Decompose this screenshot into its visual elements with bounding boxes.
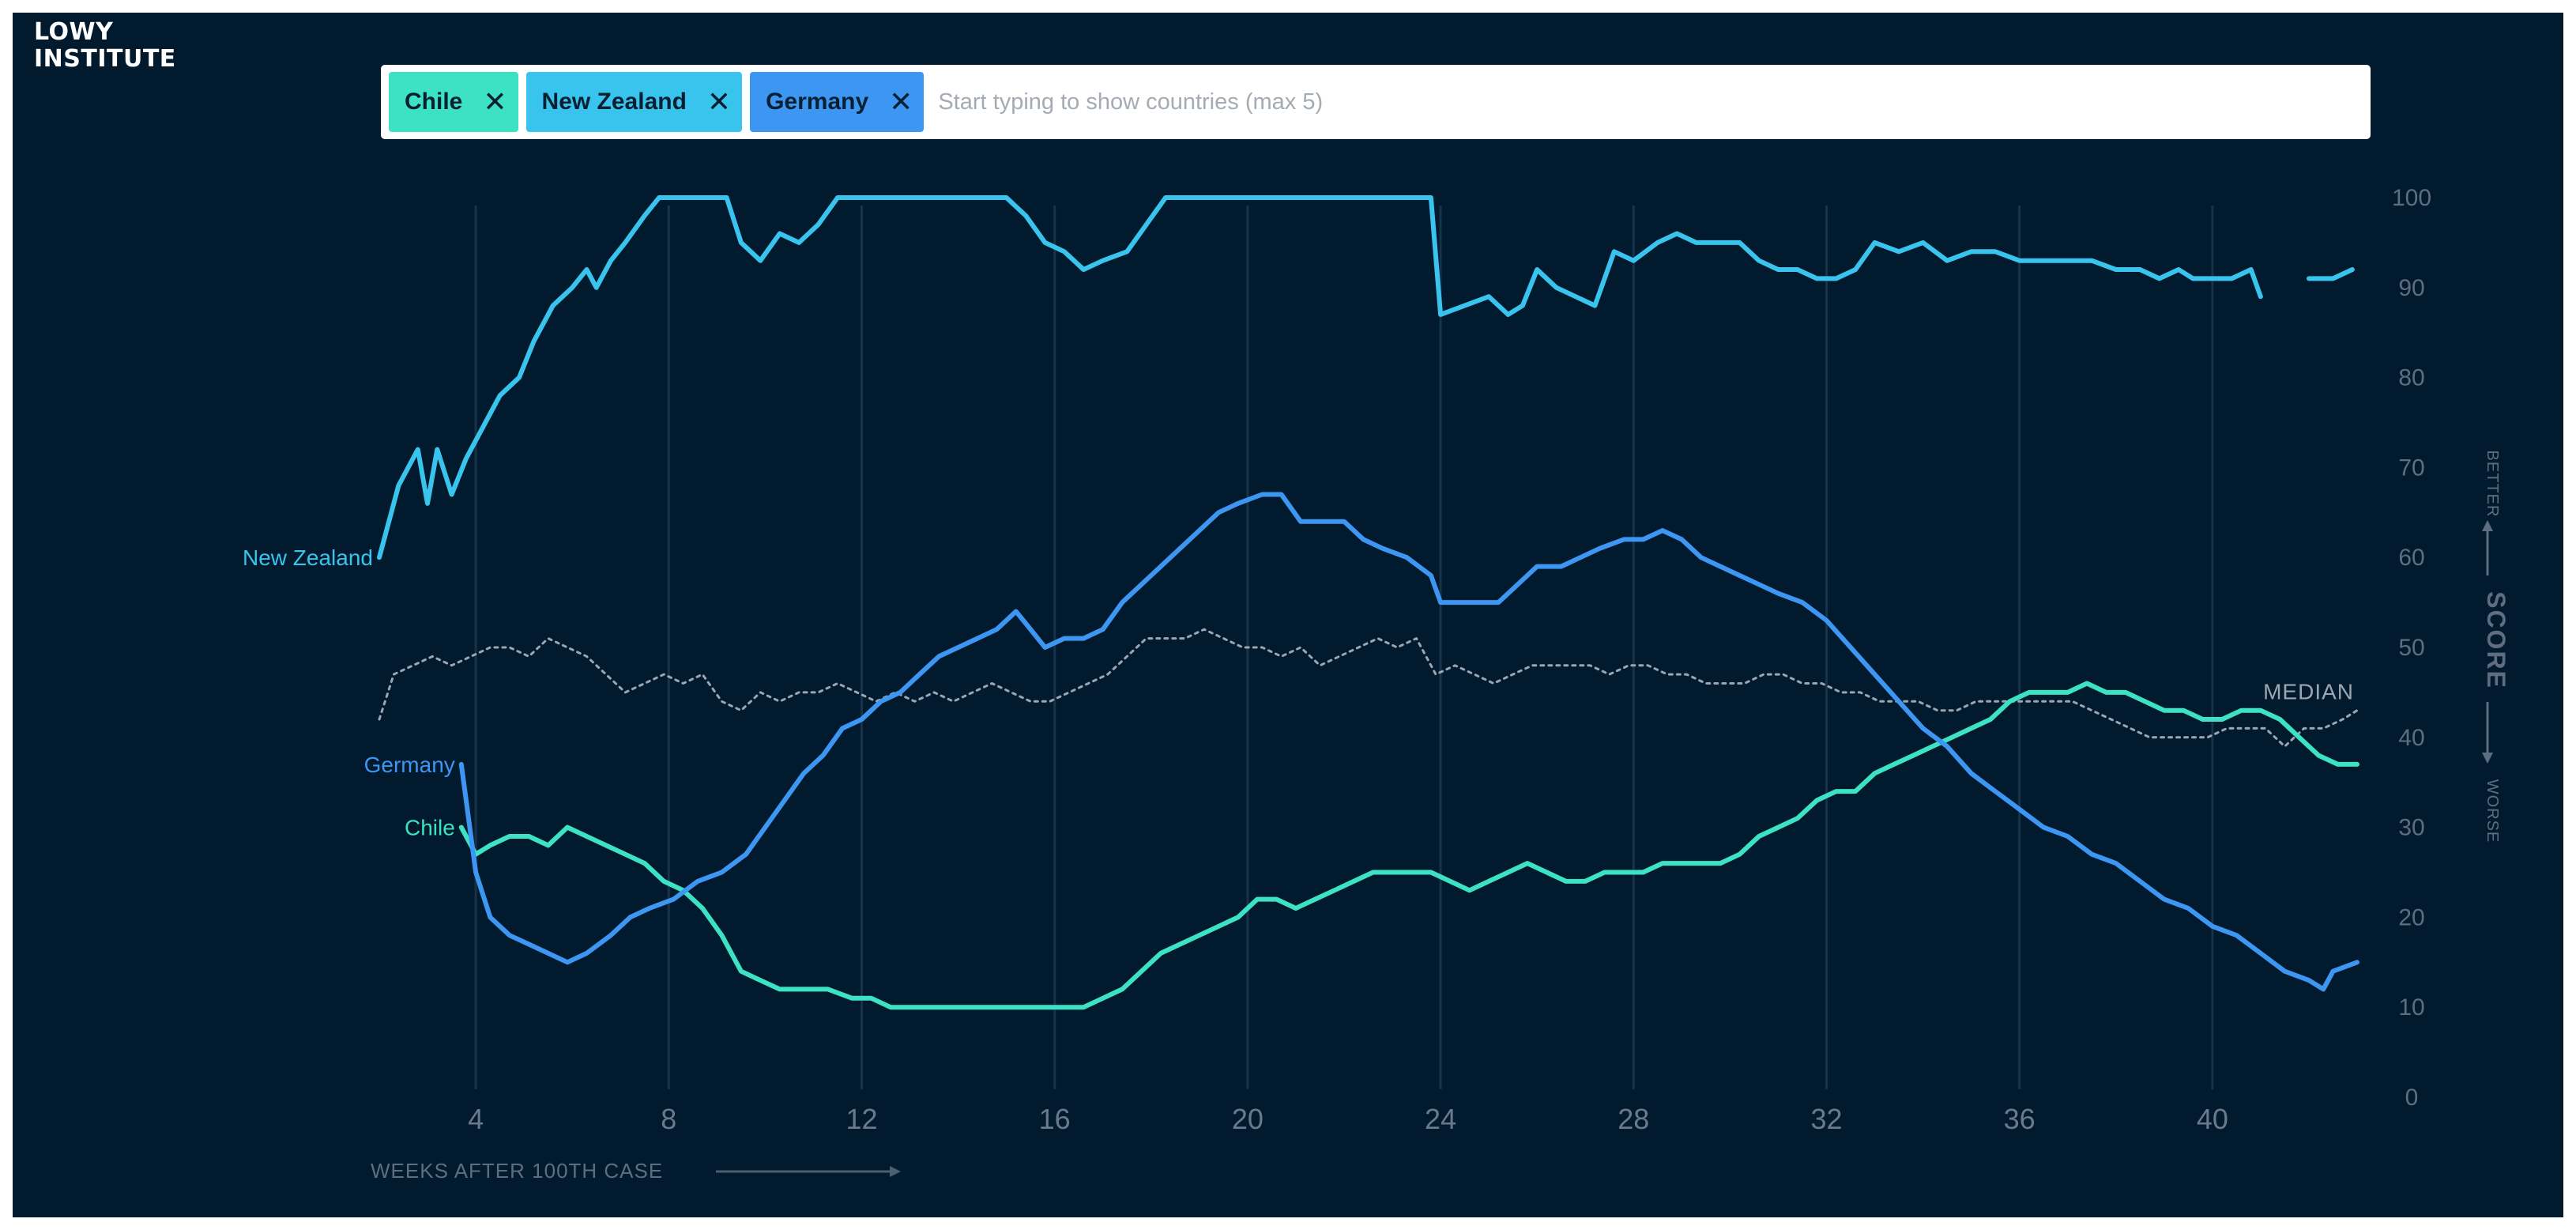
y-tick-label: 40 — [2398, 725, 2424, 751]
x-tick-label: 8 — [661, 1103, 676, 1135]
chip-chile[interactable]: Chile ✕ — [389, 72, 518, 132]
country-search-input[interactable] — [936, 74, 2371, 130]
arrow-right-icon — [890, 1166, 901, 1177]
lowy-institute-logo: LOWY INSTITUTE — [34, 19, 176, 73]
series-line-germany — [458, 492, 2359, 992]
x-tick-label: 40 — [2197, 1103, 2228, 1135]
chip-label: Chile — [405, 89, 463, 115]
close-icon[interactable]: ✕ — [483, 85, 507, 118]
y-tick-label: 30 — [2398, 815, 2424, 841]
y-tick-label: 20 — [2398, 904, 2424, 930]
chip-label: Germany — [766, 89, 869, 115]
x-tick-label: 4 — [468, 1103, 484, 1135]
series-label-chile: Chile — [405, 816, 455, 840]
x-tick-label: 16 — [1039, 1103, 1071, 1135]
x-tick-label: 12 — [845, 1103, 877, 1135]
y-tick-label: 80 — [2398, 365, 2424, 391]
series-label-new-zealand: New Zealand — [243, 545, 373, 570]
x-tick-label: 20 — [1232, 1103, 1264, 1135]
arrow-up-icon — [2482, 520, 2493, 531]
chip-germany[interactable]: Germany ✕ — [750, 72, 925, 132]
y-tick-label: 60 — [2398, 545, 2424, 571]
x-tick-label: 28 — [1618, 1103, 1649, 1135]
y-tick-label: 70 — [2398, 455, 2424, 481]
chip-new-zealand[interactable]: New Zealand ✕ — [525, 72, 743, 132]
x-tick-label: 24 — [1425, 1103, 1456, 1135]
x-tick-label: 32 — [1810, 1103, 1842, 1135]
close-icon[interactable]: ✕ — [706, 85, 732, 118]
country-search-bar: Chile ✕ New Zealand ✕ Germany ✕ — [381, 65, 2371, 139]
close-icon[interactable]: ✕ — [889, 85, 913, 118]
y-tick-label: 50 — [2398, 635, 2424, 661]
median-label: MEDIAN — [2263, 680, 2354, 704]
logo-line-1: LOWY — [34, 18, 114, 46]
series-line-median — [378, 628, 2359, 748]
logo-line-2: INSTITUTE — [34, 45, 176, 73]
y-tick-label: 10 — [2398, 994, 2424, 1021]
worse-label: WORSE — [2484, 779, 2501, 843]
x-tick-label: 36 — [2004, 1103, 2036, 1135]
series-line-chile — [458, 681, 2359, 1010]
y-tick-label: 100 — [2392, 185, 2431, 211]
series-line-new-zealand — [377, 195, 2355, 560]
chip-label: New Zealand — [541, 89, 687, 115]
better-label: BETTER — [2484, 451, 2501, 518]
line-chart: 4 8 12 16 20 24 28 32 36 40 0 10 20 30 40 50 60 70 80 90 100… — [243, 185, 2510, 1183]
series-label-germany: Germany — [364, 753, 455, 777]
arrow-down-icon — [2482, 753, 2493, 764]
x-axis-label: WEEKS AFTER 100TH CASE — [371, 1159, 663, 1183]
chart-panel: LOWY INSTITUTE 4 8 12 16 20 24 28 32 36 40 0 10 20 30… — [13, 13, 2563, 1217]
y-tick-label: 0 — [2405, 1085, 2419, 1111]
y-tick-label: 90 — [2398, 275, 2424, 301]
y-axis-label: SCORE — [2482, 591, 2510, 689]
